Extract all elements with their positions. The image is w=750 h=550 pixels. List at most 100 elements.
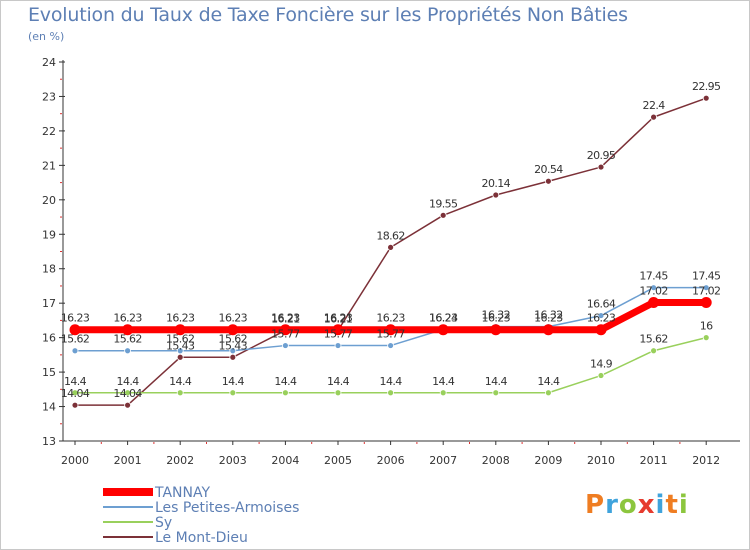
data-point [650, 113, 657, 121]
logo-letter: t [665, 490, 679, 520]
data-label: 15.43 [219, 339, 248, 352]
data-point [332, 324, 344, 336]
data-point [439, 389, 447, 397]
y-axis-unit: (en %) [28, 30, 65, 43]
data-point [176, 347, 184, 355]
data-point [545, 389, 552, 397]
data-label: 14.4 [380, 375, 403, 388]
data-label: 22.4 [643, 99, 666, 112]
data-label: 15.62 [61, 333, 90, 346]
y-tick-label: 22 [42, 125, 56, 138]
data-point [387, 243, 395, 251]
data-label: 18.62 [376, 229, 405, 242]
data-label: 14.4 [274, 375, 297, 388]
data-label: 17.45 [692, 270, 721, 283]
logo-letter: x [637, 490, 656, 520]
data-label: 15.43 [166, 339, 195, 352]
logo-letter: r [605, 490, 619, 520]
data-point [385, 324, 397, 336]
data-label: 14.4 [169, 375, 192, 388]
data-label: 16.23 [587, 312, 616, 325]
logo-letter: o [618, 490, 638, 520]
legend-label: Sy [155, 515, 172, 531]
data-point [229, 347, 237, 355]
data-point [545, 177, 552, 185]
data-label: 16.23 [113, 312, 142, 325]
x-tick-label: 2002 [166, 454, 194, 467]
data-point [71, 401, 79, 409]
x-tick-label: 2000 [61, 454, 89, 467]
data-label: 20.54 [534, 163, 563, 176]
y-tick-label: 24 [42, 56, 56, 69]
data-label: 14.4 [117, 375, 140, 388]
data-label: 14.4 [485, 375, 508, 388]
data-point [597, 372, 605, 379]
y-tick-label: 23 [42, 90, 56, 103]
chart-axes: 13 14 15 16 17 18 19 20 21 22 23 24 2000 2001 2002 2003… [42, 56, 740, 467]
x-tick-label: 2001 [114, 454, 142, 467]
x-tick-label: 2006 [377, 454, 405, 467]
y-tick-label: 18 [42, 263, 56, 276]
data-point [597, 312, 605, 319]
logo-letter: i [655, 490, 666, 520]
data-label: 16.64 [587, 298, 616, 311]
data-point [650, 284, 657, 292]
y-tick-label: 20 [42, 194, 56, 207]
logo-letter: i [678, 490, 689, 520]
data-label: 14.4 [432, 375, 455, 388]
data-point [490, 324, 502, 336]
data-label: 20.95 [587, 149, 616, 162]
data-label: 14.4 [222, 375, 245, 388]
data-point [122, 324, 134, 336]
series-labels: 14.04 14.04 15.43 15.43 16.21 16.21 18.62 19.55… [61, 80, 722, 400]
x-tick-label: 2007 [429, 454, 457, 467]
data-label: 22.95 [692, 80, 721, 93]
data-point [439, 211, 447, 219]
data-point [387, 389, 395, 397]
data-point [281, 389, 289, 397]
data-point [595, 324, 607, 336]
data-label: 16 [700, 320, 713, 333]
data-label: 16.23 [219, 312, 248, 325]
x-tick-label: 2009 [534, 454, 562, 467]
data-point [700, 296, 712, 308]
x-tick-label: 2004 [271, 454, 299, 467]
data-point [174, 324, 186, 336]
x-tick-label: 2005 [324, 454, 352, 467]
data-point [71, 347, 79, 355]
data-label: 17.02 [692, 284, 721, 297]
legend-label: Les Petites-Armoises [155, 500, 299, 516]
data-label: 16.32 [534, 309, 563, 322]
y-tick-label: 14 [42, 401, 56, 414]
x-tick-label: 2008 [482, 454, 510, 467]
data-point [492, 389, 500, 397]
data-label: 14.4 [64, 375, 87, 388]
data-point [279, 324, 291, 336]
data-label: 15.62 [219, 333, 248, 346]
y-tick-label: 16 [42, 332, 56, 345]
data-point [702, 284, 710, 292]
data-point [124, 401, 131, 409]
data-label: 16.23 [534, 312, 563, 325]
data-point [387, 342, 395, 349]
logo-letter: P [585, 490, 606, 520]
data-label: 17.45 [639, 270, 668, 283]
data-label: 15.62 [113, 333, 142, 346]
y-tick-label: 13 [42, 435, 56, 448]
data-point [124, 389, 131, 397]
data-point [492, 191, 500, 199]
data-label: 15.77 [376, 328, 405, 341]
data-label: 14.04 [113, 387, 142, 400]
data-point [597, 163, 605, 171]
data-label: 16.21 [324, 312, 353, 325]
data-point [71, 389, 79, 397]
data-label: 16.32 [482, 309, 511, 322]
data-point [229, 389, 237, 397]
data-point [227, 324, 239, 336]
y-tick-label: 21 [42, 159, 56, 172]
data-label: 14.04 [61, 387, 90, 400]
x-tick-label: 2011 [640, 454, 668, 467]
data-point [176, 353, 184, 361]
